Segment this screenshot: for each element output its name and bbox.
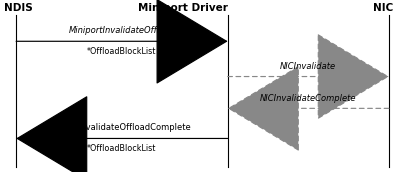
Text: MiniportInvalidateOffload: MiniportInvalidateOffload <box>69 26 175 35</box>
Text: *OffloadBlockList: *OffloadBlockList <box>87 47 157 56</box>
Text: NICInvalidateComplete: NICInvalidateComplete <box>260 94 357 103</box>
Text: Miniport Driver: Miniport Driver <box>138 3 229 13</box>
Text: NDIS: NDIS <box>4 3 33 13</box>
Text: NIC: NIC <box>373 3 393 13</box>
Text: NdisMInvalidateOffloadComplete: NdisMInvalidateOffloadComplete <box>52 123 191 132</box>
Text: NICInvalidate: NICInvalidate <box>280 62 337 71</box>
Text: *OffloadBlockList: *OffloadBlockList <box>87 144 157 153</box>
